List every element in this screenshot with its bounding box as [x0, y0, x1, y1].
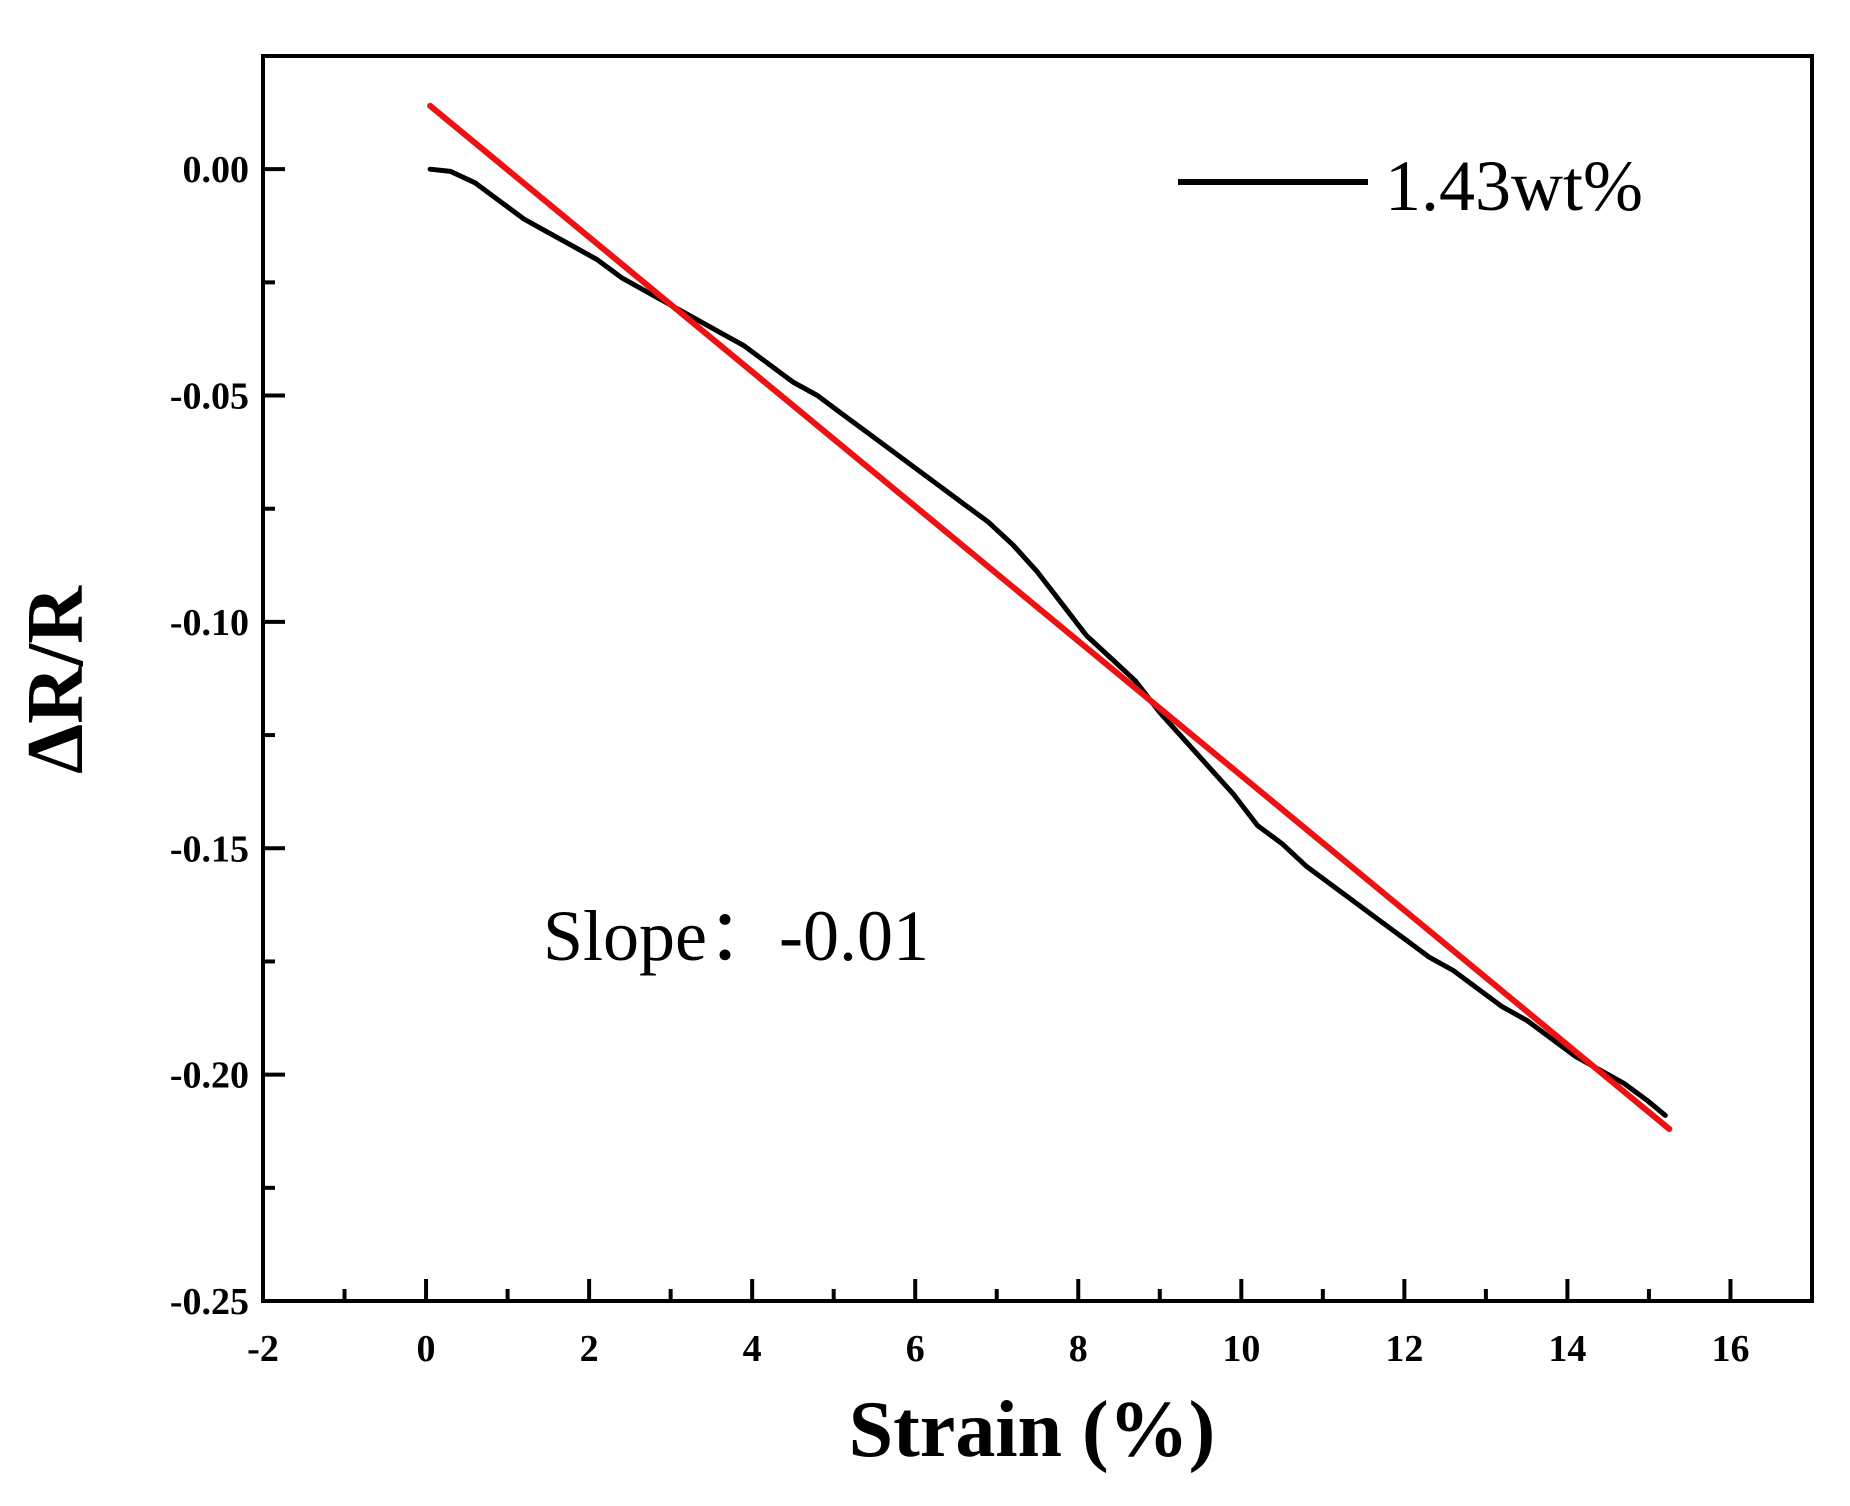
y-tick-label: -0.05 — [170, 376, 249, 418]
y-tick-label: -0.10 — [170, 602, 249, 644]
y-tick-label: -0.15 — [170, 828, 249, 870]
x-tick-label: 8 — [1069, 1328, 1088, 1370]
x-tick-label: 6 — [906, 1328, 925, 1370]
x-tick-label: 14 — [1548, 1328, 1586, 1370]
x-tick-label: 4 — [743, 1328, 762, 1370]
x-tick-label: -2 — [247, 1328, 279, 1370]
y-tick-label: -0.20 — [170, 1055, 249, 1097]
legend: 1.43wt% — [1178, 146, 1643, 226]
y-tick-label: -0.25 — [170, 1281, 249, 1323]
plot-area — [261, 54, 1814, 1303]
data-series-line — [427, 166, 1668, 1118]
x-axis-title: Strain (%) — [849, 1386, 1216, 1474]
axis-ticks — [261, 167, 1733, 1303]
y-tick-label: 0.00 — [183, 149, 250, 191]
y-axis-title: ΔR/R — [12, 585, 100, 774]
fit-line — [427, 102, 1673, 1132]
x-tick-label: 12 — [1385, 1328, 1423, 1370]
x-tick-label: 2 — [580, 1328, 599, 1370]
x-tick-label: 0 — [417, 1328, 436, 1370]
x-tick-label: 10 — [1222, 1328, 1260, 1370]
legend-label: 1.43wt% — [1385, 146, 1643, 226]
plot-frame — [261, 54, 1814, 1303]
series-lines — [427, 102, 1673, 1132]
x-tick-label: 16 — [1711, 1328, 1749, 1370]
tick-labels: -2 0 2 4 6 8 10 12 14 16 0.00 -0.05 -0.10 -0.15 -0.20 -… — [170, 149, 1750, 1370]
slope-annotation: Slope：-0.01 — [543, 896, 929, 976]
